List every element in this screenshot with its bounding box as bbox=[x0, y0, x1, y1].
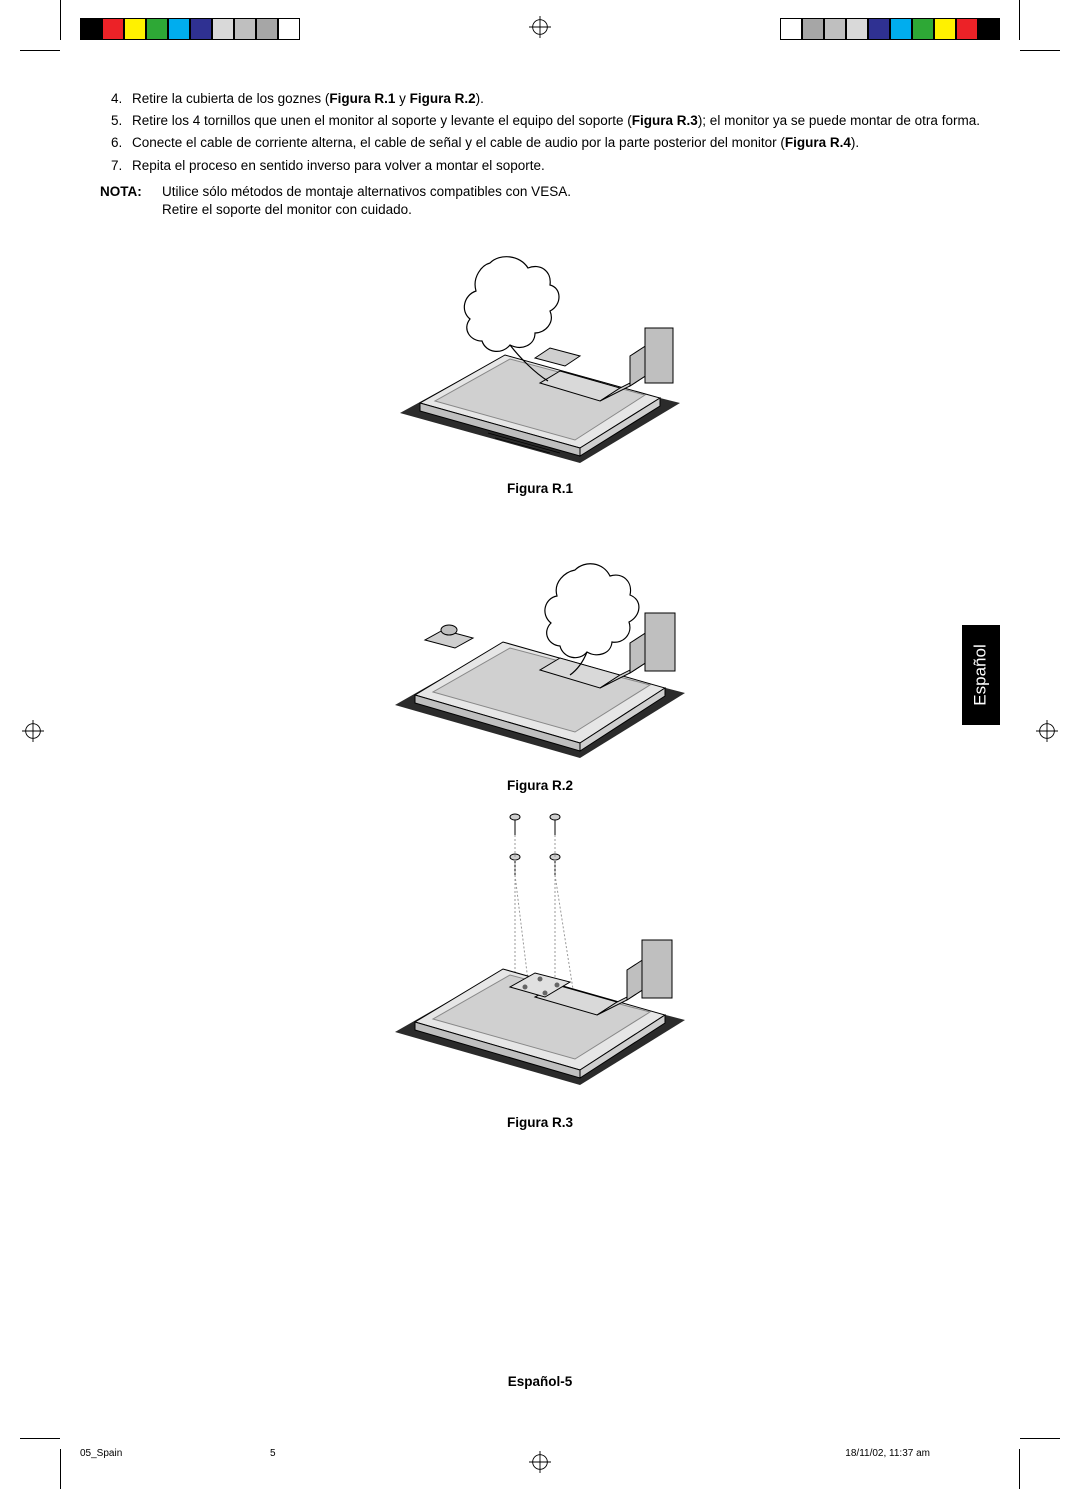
page-content: Retire la cubierta de los goznes (Figura… bbox=[100, 90, 980, 1389]
cropmark bbox=[20, 1438, 60, 1439]
cropmark bbox=[1020, 50, 1060, 51]
registration-mark bbox=[529, 16, 551, 38]
color-swatch bbox=[956, 18, 978, 40]
color-swatch bbox=[890, 18, 912, 40]
color-swatch bbox=[780, 18, 802, 40]
slug-timestamp: 18/11/02, 11:37 am bbox=[845, 1448, 930, 1459]
slug-file: 05_Spain bbox=[80, 1448, 122, 1459]
figure-caption: Figura R.1 bbox=[100, 481, 980, 496]
instruction-list: Retire la cubierta de los goznes (Figura… bbox=[100, 90, 980, 219]
cropmark bbox=[60, 1449, 61, 1489]
cropmark bbox=[60, 0, 61, 40]
registration-mark bbox=[529, 1451, 551, 1473]
figure-r2: Figura R.2 bbox=[100, 510, 980, 793]
color-swatch bbox=[256, 18, 278, 40]
color-swatch bbox=[124, 18, 146, 40]
colorbar bbox=[780, 18, 1000, 40]
figure-r3: Figura R.3 bbox=[100, 807, 980, 1130]
color-swatch bbox=[146, 18, 168, 40]
color-swatch bbox=[802, 18, 824, 40]
color-swatch bbox=[168, 18, 190, 40]
cropmark bbox=[20, 50, 60, 51]
color-swatch bbox=[80, 18, 102, 40]
registration-mark bbox=[1036, 720, 1058, 742]
note: NOTA: Utilice sólo métodos de montaje al… bbox=[100, 183, 980, 219]
page-footer: Español-5 bbox=[100, 1374, 980, 1389]
figure-caption: Figura R.2 bbox=[100, 778, 980, 793]
color-swatch bbox=[912, 18, 934, 40]
registration-mark bbox=[22, 720, 44, 742]
instruction-item: Retire los 4 tornillos que unen el monit… bbox=[126, 112, 980, 130]
note-label: NOTA: bbox=[100, 183, 162, 219]
color-swatch bbox=[278, 18, 300, 40]
instruction-item: Repita el proceso en sentido inverso par… bbox=[126, 157, 980, 175]
note-body: Utilice sólo métodos de montaje alternat… bbox=[162, 183, 980, 219]
figure-r1: Figura R.1 bbox=[100, 233, 980, 496]
color-swatch bbox=[102, 18, 124, 40]
color-swatch bbox=[934, 18, 956, 40]
color-swatch bbox=[846, 18, 868, 40]
color-swatch bbox=[212, 18, 234, 40]
instruction-item: Conecte el cable de corriente alterna, e… bbox=[126, 134, 980, 152]
cropmark bbox=[1020, 1438, 1060, 1439]
slug-page: 5 bbox=[270, 1448, 276, 1459]
cropmark bbox=[1019, 0, 1020, 40]
instruction-item: Retire la cubierta de los goznes (Figura… bbox=[126, 90, 980, 108]
color-swatch bbox=[978, 18, 1000, 40]
cropmark bbox=[1019, 1449, 1020, 1489]
colorbar bbox=[80, 18, 300, 40]
color-swatch bbox=[868, 18, 890, 40]
figure-caption: Figura R.3 bbox=[100, 1115, 980, 1130]
language-tab: Español bbox=[962, 625, 1000, 725]
color-swatch bbox=[190, 18, 212, 40]
color-swatch bbox=[234, 18, 256, 40]
color-swatch bbox=[824, 18, 846, 40]
